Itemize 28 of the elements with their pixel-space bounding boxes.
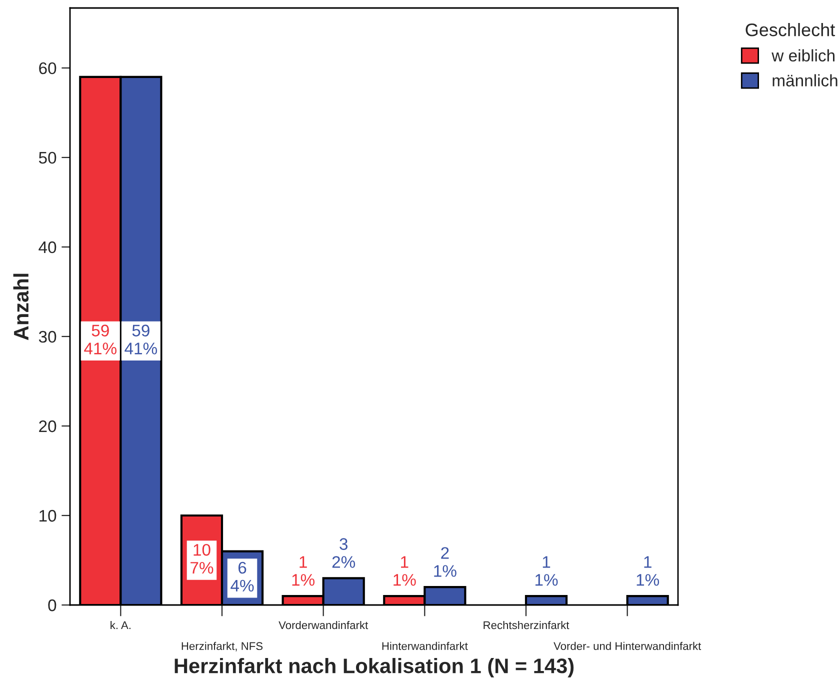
y-axis-title: Anzahl bbox=[13, 274, 29, 340]
data-label: 59 41% bbox=[84, 324, 116, 354]
x-axis-title: Herzinfarkt nach Lokalisation 1 (N = 143) bbox=[174, 658, 574, 678]
x-tick-label: Hinterwandinfarkt bbox=[382, 642, 468, 650]
x-tick-label: k. A. bbox=[110, 620, 130, 630]
y-tick-label: 0 bbox=[48, 599, 56, 612]
x-tick-label: Herzinfarkt, NFS bbox=[182, 642, 263, 652]
data-label: 2 1% bbox=[434, 547, 456, 577]
y-tick-label: 10 bbox=[40, 510, 56, 522]
y-tick-label: 20 bbox=[39, 420, 56, 432]
y-tick-label: 30 bbox=[38, 330, 56, 343]
data-label: 10 7% bbox=[190, 544, 214, 574]
y-tick-label: 60 bbox=[39, 62, 56, 74]
y-tick-label: 50 bbox=[38, 152, 56, 164]
data-label: 3 2% bbox=[332, 538, 356, 568]
data-label: 59 41% bbox=[124, 324, 158, 354]
data-label: 6 4% bbox=[230, 562, 254, 592]
legend-label: w eiblich bbox=[772, 49, 834, 62]
data-label: 1 1% bbox=[535, 556, 558, 586]
legend-label: männlich bbox=[772, 74, 838, 86]
data-label: 1 1% bbox=[292, 556, 315, 586]
data-label: 1 1% bbox=[636, 556, 660, 586]
legend-title: Geschlecht bbox=[746, 23, 836, 36]
x-tick-label: Vorder- und Hinterwandinfarkt bbox=[554, 642, 702, 650]
x-tick-label: Vorderwandinfarkt bbox=[278, 620, 368, 630]
y-tick-label: 40 bbox=[38, 241, 56, 254]
data-label: 1 1% bbox=[394, 556, 416, 586]
x-tick-label: Rechtsherzinfarkt bbox=[484, 620, 570, 630]
